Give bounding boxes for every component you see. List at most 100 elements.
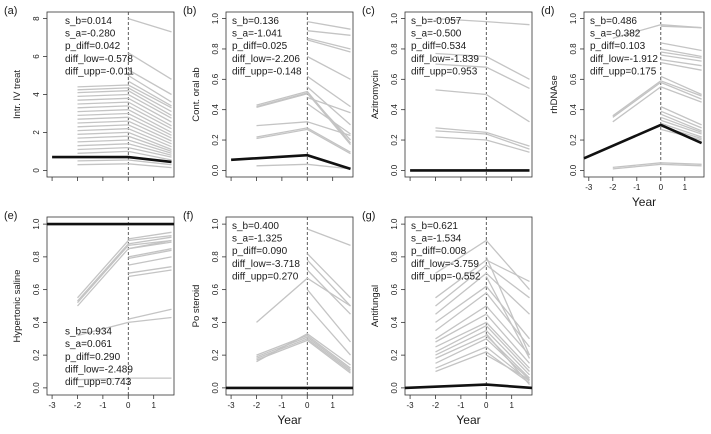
x-tick-label: 1	[509, 401, 514, 410]
stat-annotation: diff_upp=0.270	[232, 271, 299, 282]
series-line-8	[660, 48, 702, 58]
y-tick-label: 0.6	[390, 284, 399, 296]
stat-annotation: diff_upp=-0.148	[232, 66, 302, 77]
y-tick-label: 0.6	[211, 73, 220, 85]
panel-a: 0 2 4 6 8 Intr. IV treat (a) s_b=0.014 s_a=-0.28…	[4, 5, 175, 181]
panel-label: (a)	[4, 5, 17, 17]
y-tick-label: 8	[32, 16, 41, 21]
series-line-0	[435, 239, 530, 291]
y-axis-title: Po steroid	[191, 285, 202, 328]
series-line-10	[77, 120, 172, 142]
y-tick-label: 0.8	[390, 251, 399, 263]
series-line-2	[77, 90, 172, 116]
panel-label: (f)	[183, 210, 193, 222]
plot-frame	[46, 216, 175, 396]
series-line-1	[612, 81, 702, 118]
panel-label: (c)	[362, 5, 375, 17]
series-line-15	[306, 103, 351, 135]
series-line-8	[77, 112, 172, 136]
series-line-12	[435, 338, 530, 381]
series-line-11	[128, 266, 172, 274]
stat-annotation: diff_low=-3.759	[411, 259, 479, 270]
stat-annotation: p_diff=0.290	[65, 352, 121, 363]
stat-annotation: p_diff=0.090	[232, 246, 288, 257]
y-tick-label: 0.0	[390, 382, 399, 394]
series-line-4	[77, 97, 172, 123]
series-line-24	[127, 80, 172, 107]
y-tick-label: 0.0	[32, 382, 41, 394]
stat-annotation: s_b=-0.057	[411, 16, 462, 27]
series-line-23	[127, 74, 172, 103]
series-line-4	[256, 127, 351, 153]
x-tick-label: -3	[49, 401, 57, 410]
mean-line	[583, 123, 703, 160]
series-line-19	[77, 159, 172, 166]
series-line-19	[660, 122, 702, 138]
series-line-1	[256, 334, 351, 369]
series-line-20	[77, 163, 172, 169]
plot-frame	[225, 216, 354, 396]
y-tick-label: 0.0	[390, 164, 399, 176]
y-tick-label: 0.2	[390, 134, 399, 146]
panel-f: 0.0 0.2 0.4 0.6 0.8 1.0 -3 -2 -1 0 1 Year Po steroid…	[183, 210, 354, 427]
panel-label: (g)	[362, 210, 375, 222]
series-line-13	[660, 75, 702, 96]
x-tick-label: -1	[633, 183, 641, 192]
plot-frame	[225, 11, 354, 178]
series-line-3	[435, 272, 530, 315]
stat-annotation: s_b=0.014	[65, 16, 112, 27]
series-line-11	[77, 124, 172, 145]
x-tick-label: -3	[585, 183, 593, 192]
y-tick-label: 6	[32, 54, 41, 59]
y-tick-label: 0.4	[32, 316, 41, 328]
y-tick-label: 0.8	[32, 251, 41, 263]
series-line-3	[77, 93, 172, 119]
y-tick-label: 1.0	[32, 218, 41, 230]
y-tick-label: 0.8	[569, 43, 578, 55]
series-line-4	[77, 316, 172, 337]
series-line-8	[435, 321, 530, 369]
x-tick-label: -2	[609, 183, 617, 192]
plot-frame	[404, 216, 533, 396]
series-line-7	[307, 20, 351, 30]
y-tick-label: 0.6	[569, 73, 578, 85]
series-line-12	[306, 75, 351, 108]
x-tick-label: 0	[659, 183, 664, 192]
plot-frame	[583, 11, 705, 178]
y-tick-label: 0.2	[569, 134, 578, 146]
series-line-18	[77, 150, 172, 161]
series-line-0	[612, 80, 702, 117]
series-line-0	[77, 236, 172, 302]
series-line-15	[485, 256, 531, 356]
y-axis-title: Azitromycin	[370, 70, 381, 119]
stat-annotation: s_a=-0.280	[65, 29, 116, 40]
series-line-9	[660, 51, 702, 59]
stat-annotation: diff_upp=-0.011	[65, 66, 134, 77]
series-line-16	[485, 276, 531, 359]
series-line-11	[306, 55, 351, 80]
series-line-8	[128, 248, 172, 258]
panel-label: (b)	[183, 5, 196, 17]
stat-annotation: diff_upp=0.953	[411, 66, 478, 77]
series-line-9	[77, 116, 172, 139]
series-line-9	[307, 37, 351, 50]
series-line-14	[77, 135, 172, 153]
series-line-1	[435, 52, 530, 80]
series-line-7	[435, 313, 530, 364]
series-line-22	[127, 69, 172, 96]
stat-annotation: diff_upp=-0.552	[411, 271, 481, 282]
y-axis-title: rhDNAse	[549, 75, 560, 114]
stat-annotation: s_a=-1.325	[232, 234, 283, 245]
y-axis-title: Antifungal	[370, 285, 381, 327]
series-line-11	[306, 305, 351, 356]
stat-annotation: diff_low=-2.489	[65, 364, 133, 375]
y-tick-label: 0.4	[390, 316, 399, 328]
series-line-11	[435, 334, 530, 379]
series-line-3	[256, 128, 351, 155]
x-tick-label: 1	[151, 401, 156, 410]
y-axis-title: Intr. IV treat	[12, 70, 23, 119]
stat-annotation: s_a=-0.382	[590, 29, 641, 40]
stat-annotation: p_diff=0.103	[590, 41, 646, 52]
series-line-4	[256, 339, 351, 374]
